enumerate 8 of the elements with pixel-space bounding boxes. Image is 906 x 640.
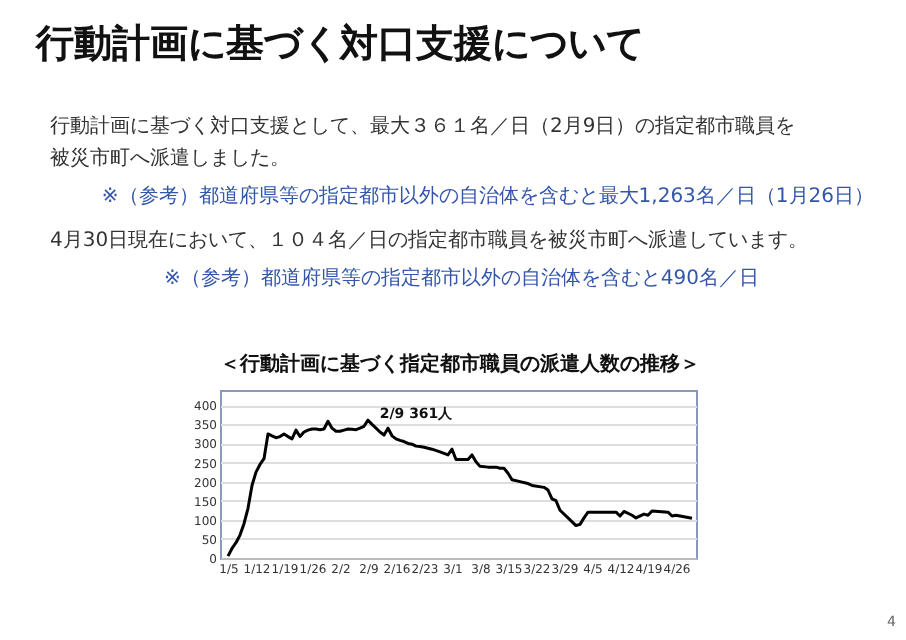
text: 被災市町へ派遣しました。	[50, 146, 290, 170]
line-series	[226, 418, 694, 558]
text: 行動計画に基づく対口支援として、最大３６１名／日（2月9日）の指定都市職員を	[50, 114, 796, 138]
text: 4月30日現在において、１０４名／日の指定都市職員を被災市町へ派遣しています。	[50, 228, 809, 252]
chart-subtitle: ＜行動計画に基づく指定都市職員の派遣人数の推移＞	[220, 352, 700, 376]
chart-title: 行動計画に基づく対口支援について	[34, 22, 644, 66]
text: ※（参考）都道府県等の指定都市以外の自治体を含むと最大1,263名／日（1月26日）	[101, 184, 874, 208]
text: ※（参考）都道府県等の指定都市以外の自治体を含むと490名／日	[164, 266, 759, 290]
